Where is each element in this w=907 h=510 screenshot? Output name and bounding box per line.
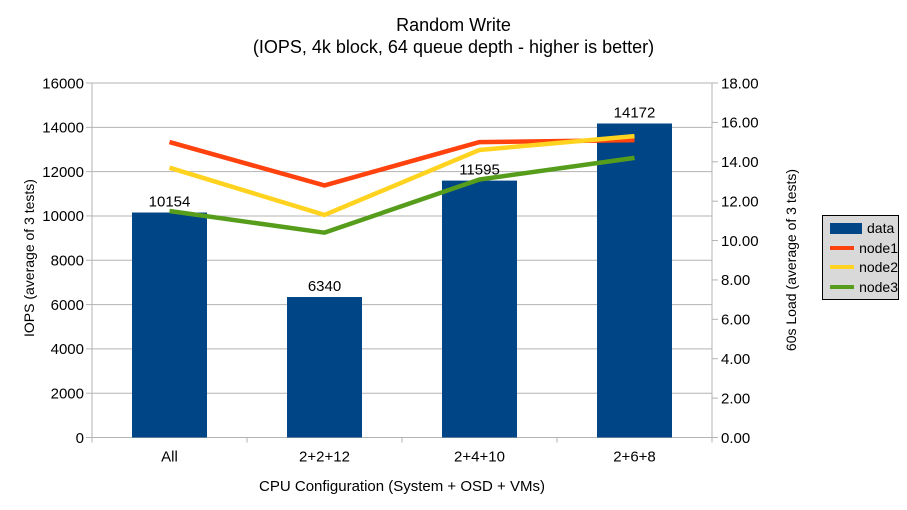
left-axis-tick-label: 12000	[42, 164, 84, 181]
line-series-node3	[169, 155, 635, 235]
left-axis-tick-label: 6000	[51, 297, 84, 314]
right-axis-tick-label: 4.00	[721, 351, 750, 368]
left-axis-tick-label: 4000	[51, 341, 84, 358]
x-category-label: 2+2+12	[299, 448, 350, 465]
legend-line-swatch-icon	[830, 265, 855, 270]
legend-bar-swatch-icon	[830, 222, 862, 234]
legend: data node1 node2 node3	[822, 215, 899, 300]
right-axis-title: 60s Load (average of 3 tests)	[783, 168, 799, 352]
line-series-node1	[168, 137, 635, 188]
legend-item-node2: node2	[830, 260, 898, 274]
x-category-label: All	[161, 448, 178, 465]
chart-title-line1: Random Write	[396, 15, 511, 35]
bar-value-label: 10154	[149, 194, 191, 211]
right-axis-tick-label: 14.00	[721, 154, 759, 171]
legend-item-data: data	[830, 221, 898, 235]
left-axis-title: IOPS (average of 3 tests)	[21, 179, 37, 337]
left-axis-tick-label: 0	[76, 430, 84, 447]
bar-value-label: 6340	[308, 278, 341, 295]
right-axis-tick-label: 16.00	[721, 115, 759, 132]
right-axis-tick-label: 12.00	[721, 193, 759, 210]
bar-All	[132, 212, 207, 438]
left-axis-tick-label: 8000	[51, 253, 84, 270]
legend-label-data: data	[867, 220, 895, 237]
right-axis-tick-label: 0.00	[721, 430, 750, 447]
bar-2+4+10	[442, 180, 517, 438]
legend-label-node2: node2	[859, 259, 898, 276]
x-category-label: 2+4+10	[454, 448, 505, 465]
legend-line-swatch-icon	[830, 245, 855, 250]
right-axis-tick-label: 6.00	[721, 312, 750, 329]
bar-2+6+8	[597, 123, 672, 438]
left-axis-tick-label: 10000	[42, 208, 84, 225]
legend-label-node1: node1	[859, 239, 898, 256]
chart-title: Random Write (IOPS, 4k block, 64 queue d…	[0, 14, 907, 58]
line-series-node2	[168, 133, 635, 218]
legend-item-node1: node1	[830, 241, 898, 255]
right-axis-tick-label: 18.00	[721, 75, 759, 92]
left-axis-tick-label: 16000	[42, 75, 84, 92]
left-axis-tick-label: 2000	[51, 385, 84, 402]
right-axis-tick-label: 8.00	[721, 272, 750, 289]
right-axis-tick-label: 10.00	[721, 233, 759, 250]
bar-2+2+12	[287, 297, 362, 438]
left-axis-tick-label: 14000	[42, 120, 84, 137]
legend-line-swatch-icon	[830, 284, 855, 289]
x-axis-title: CPU Configuration (System + OSD + VMs)	[259, 478, 545, 495]
right-axis-tick-label: 2.00	[721, 390, 750, 407]
bar-value-label: 11595	[459, 162, 500, 179]
bar-value-label: 14172	[614, 105, 656, 122]
x-category-label: 2+6+8	[613, 448, 656, 465]
legend-label-node3: node3	[859, 278, 898, 295]
legend-item-node3: node3	[830, 280, 898, 294]
chart-title-line2: (IOPS, 4k block, 64 queue depth - higher…	[252, 37, 655, 57]
